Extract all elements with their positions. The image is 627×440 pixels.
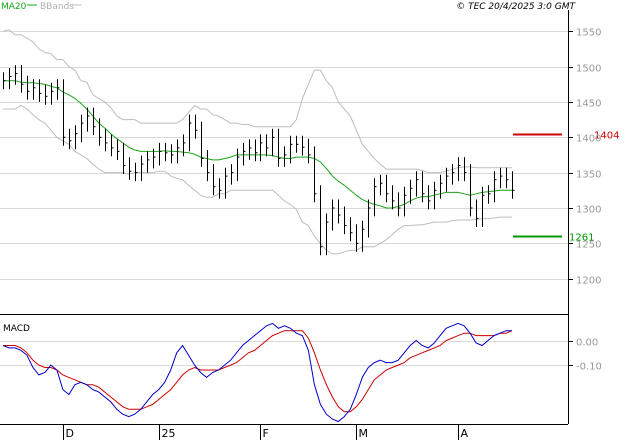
x-tick-label: D: [66, 427, 74, 440]
price-tick-label: 1500: [576, 64, 601, 75]
price-y-ticks: 1550 1500 1450 1400 1350 1300 1250 1200: [568, 28, 601, 287]
price-tick-label: 1200: [576, 276, 601, 287]
macd-y-ticks: 0.00 -0.10: [568, 338, 602, 373]
macd-grid: [0, 341, 568, 366]
price-levels: 1404 1261: [513, 131, 619, 244]
price-bars: [3, 65, 515, 256]
level-label: 1404: [594, 131, 619, 142]
macd-panel: [0, 316, 568, 424]
price-tick-label: 1300: [576, 205, 601, 216]
legend-ma20: MA20: [1, 2, 27, 12]
price-tick-label: 1250: [576, 240, 601, 251]
bb-upper-line: [2, 29, 512, 174]
price-tick-label: 1550: [576, 28, 601, 39]
x-tick-label: 25: [162, 427, 176, 440]
macd-line: [2, 322, 512, 423]
copyright-label: © TEC 20/4/2025 3:0 GMT: [456, 2, 576, 12]
x-tick-label: F: [263, 427, 269, 440]
level-label: 1261: [569, 233, 594, 244]
price-tick-label: 1450: [576, 99, 601, 110]
price-tick-label: 1400: [576, 134, 601, 145]
macd-tick-label: 0.00: [576, 338, 598, 349]
bollinger-bands: [2, 29, 512, 255]
macd-title: MACD: [3, 324, 30, 334]
macd-tick-label: -0.10: [576, 362, 602, 373]
price-grid: [0, 31, 568, 280]
x-axis: D 25 F M A: [63, 424, 469, 440]
x-tick-label: M: [359, 427, 369, 440]
x-tick-label: A: [461, 427, 469, 440]
bb-lower-line: [3, 104, 512, 255]
price-tick-label: 1350: [576, 170, 601, 181]
legend-bbands: BBands: [40, 2, 74, 12]
macd-signal-line: [3, 330, 513, 413]
macd-lines: [2, 322, 513, 423]
